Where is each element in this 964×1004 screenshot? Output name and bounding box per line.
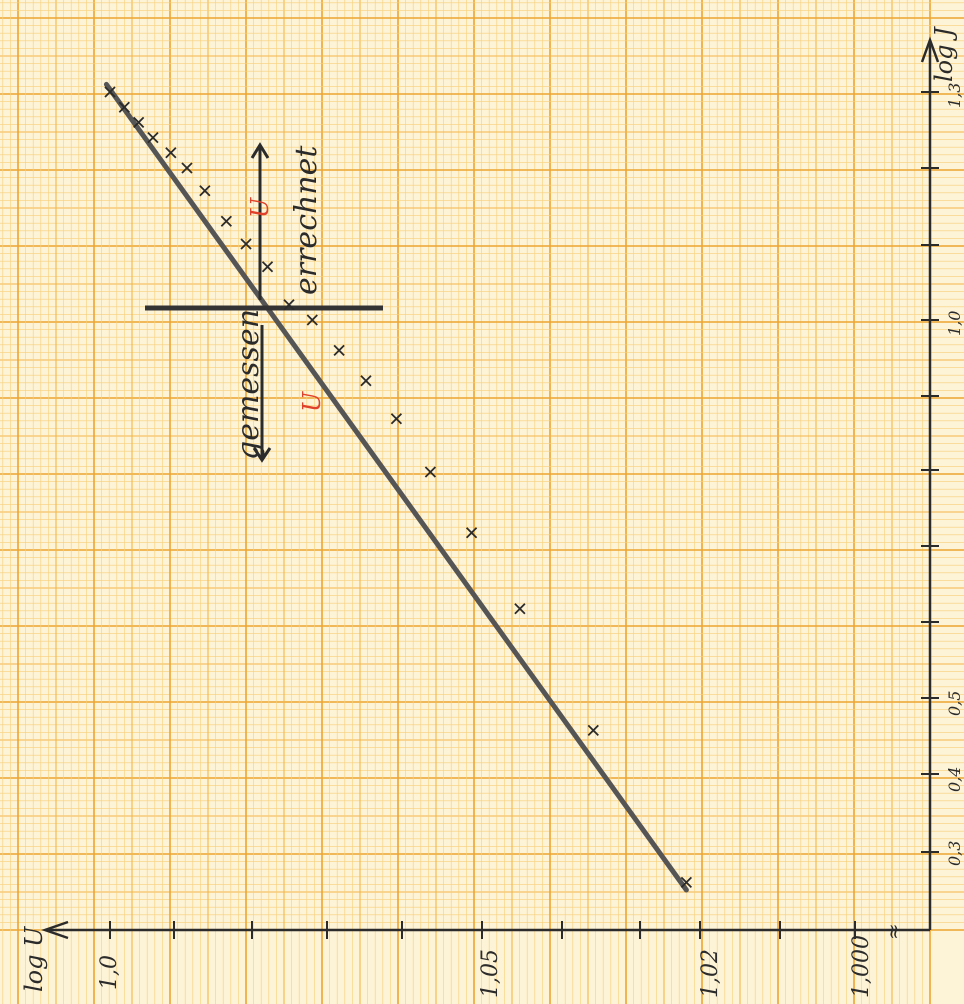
data-point	[390, 413, 403, 425]
logJ-tick-label: 0,4	[945, 767, 964, 792]
measured-symbol: U	[298, 391, 326, 412]
data-point	[360, 375, 372, 387]
logJ-tick-label: 0,5	[945, 691, 964, 716]
logU-tick-label: 1,0	[97, 955, 122, 990]
annotation-calculated: errechnet	[289, 145, 324, 295]
logJ-tick-label: 1,0	[945, 311, 964, 336]
data-point	[261, 261, 274, 273]
data-point	[133, 116, 145, 129]
logU-axis-arrow	[41, 920, 69, 940]
logU-tick-label: 1,02	[698, 949, 723, 998]
logU-tick-label: 1,05	[478, 949, 503, 998]
annotation-measured: gemessen	[231, 309, 266, 460]
data-points	[104, 86, 693, 889]
data-point	[220, 215, 232, 227]
data-point	[118, 101, 130, 113]
calculated-symbol: U	[246, 197, 274, 218]
logJ-tick-label: 0,3	[945, 841, 964, 866]
data-point	[199, 185, 211, 197]
logJ-tick-label: 1,3	[945, 83, 964, 108]
annotation-measured-arrow	[252, 325, 272, 463]
data-point	[104, 86, 116, 98]
data-point	[283, 299, 295, 311]
axis-break-mark: ≈	[881, 923, 905, 940]
data-point	[424, 466, 437, 478]
annotation-calculated-arrow	[250, 142, 270, 300]
regression-line	[103, 81, 689, 893]
data-point	[514, 603, 526, 615]
data-point	[306, 314, 318, 326]
data-point	[333, 344, 345, 357]
data-point	[147, 131, 159, 144]
logJ-axis-label: log J	[930, 26, 958, 82]
data-point	[465, 527, 478, 539]
logJ-axis-arrow	[920, 36, 940, 63]
data-point	[181, 162, 193, 174]
data-point	[680, 876, 693, 889]
data-point	[240, 238, 252, 250]
data-point	[165, 147, 177, 159]
logU-tick-label: 1,000	[849, 935, 874, 998]
data-point	[587, 724, 599, 737]
logU-axis-label: log U	[20, 926, 48, 992]
axis-ticks	[109, 91, 939, 939]
